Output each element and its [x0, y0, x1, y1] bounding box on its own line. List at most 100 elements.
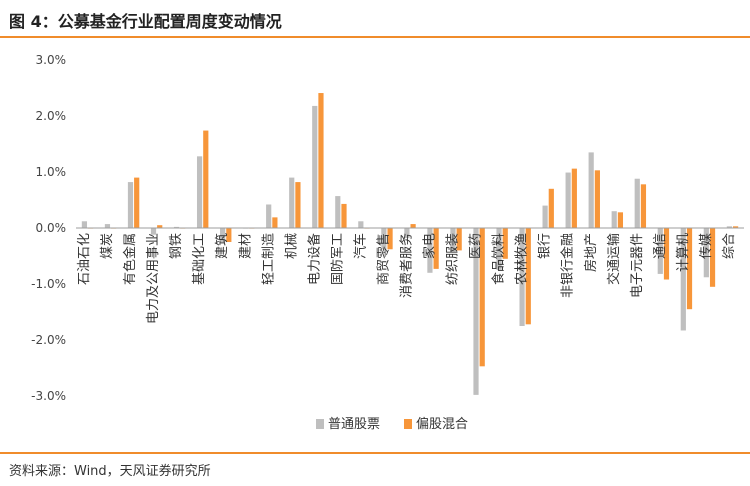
y-tick-label: 1.0%: [36, 165, 67, 179]
bar-hybrid: [387, 228, 393, 250]
bar-hybrid: [732, 226, 739, 228]
bar-hybrid: [617, 212, 624, 228]
y-axis: 3.0% 2.0% 1.0% 0.0% -1.0% -2.0% -3.0%: [31, 53, 66, 403]
bar-ordinary: [427, 228, 433, 273]
bar-hybrid: [479, 228, 485, 367]
y-tick-label: -2.0%: [31, 333, 66, 347]
bar-ordinary: [634, 178, 640, 228]
x-category-label: 电力设备: [306, 233, 322, 285]
x-category-label: 商贸零售: [375, 233, 391, 285]
bar-hybrid: [295, 182, 301, 228]
bar-hybrid: [318, 93, 324, 228]
bars: [81, 93, 739, 395]
bar-ordinary: [289, 177, 295, 228]
x-category-label: 建筑: [214, 233, 230, 259]
x-category-label: 农林牧渔: [515, 233, 530, 285]
bar-hybrid: [525, 228, 531, 325]
bar-ordinary: [381, 228, 387, 250]
footer-divider: [0, 452, 750, 454]
bar-ordinary: [519, 228, 525, 326]
x-category-label: 汽车: [352, 233, 368, 259]
bar-hybrid: [640, 184, 647, 228]
bar-ordinary: [657, 228, 663, 274]
x-category-label: 传媒: [699, 233, 714, 259]
bar-ordinary: [104, 224, 111, 228]
bar-ordinary: [404, 228, 410, 239]
bar-hybrid: [410, 224, 416, 228]
legend-swatch-hybrid: [404, 419, 412, 429]
bar-ordinary: [565, 172, 571, 228]
y-tick-label: 3.0%: [36, 53, 67, 67]
x-category-label: 煤炭: [100, 233, 115, 259]
x-category-label: 医药: [469, 233, 484, 259]
x-category-label: 石油石化: [77, 233, 92, 285]
bar-ordinary: [266, 204, 272, 228]
x-category-label: 非银行金融: [560, 233, 576, 298]
y-tick-label: -3.0%: [31, 389, 66, 403]
bar-hybrid: [709, 228, 716, 287]
x-category-label: 交通运输: [606, 233, 622, 285]
bar-ordinary: [680, 228, 686, 331]
bar-ordinary: [335, 196, 341, 228]
x-category-label: 银行: [538, 233, 553, 259]
bar-ordinary: [726, 226, 732, 228]
x-category-label: 国防军工: [329, 233, 345, 285]
bar-hybrid: [157, 225, 163, 228]
bar-hybrid: [571, 168, 577, 228]
y-tick-label: 2.0%: [36, 109, 67, 123]
x-category-label: 食品饮料: [491, 233, 507, 285]
x-category-label: 通信: [653, 233, 668, 259]
title-divider: [0, 36, 750, 38]
x-category-label: 电力及公用事业: [146, 233, 161, 324]
bar-hybrid: [433, 228, 439, 269]
x-category-label: 有色金属: [122, 233, 138, 285]
bar-ordinary: [150, 228, 157, 235]
bar-hybrid: [548, 188, 554, 228]
chart-title: 图 4：公募基金行业配置周度变动情况: [9, 12, 282, 31]
legend-label-ordinary: 普通股票: [328, 417, 380, 432]
bar-ordinary: [703, 228, 709, 278]
x-axis-labels: 石油石化 煤炭 有色金属 电力及公用事业 钢铁 基础化工 建筑 建材 轻工制造 机械 电力设备 国防军…: [77, 233, 737, 324]
y-tick-label: 0.0%: [36, 221, 67, 235]
bar-ordinary: [127, 182, 134, 228]
y-tick-label: -1.0%: [31, 277, 66, 291]
x-category-label: 建材: [238, 233, 253, 259]
x-category-label: 钢铁: [169, 233, 184, 259]
bar-ordinary: [173, 226, 180, 228]
bar-ordinary: [611, 211, 617, 228]
title-bar: 图 4：公募基金行业配置周度变动情况: [0, 0, 750, 36]
x-category-label: 房地产: [583, 233, 599, 272]
x-category-label: 综合: [722, 233, 737, 259]
industry-allocation-chart: 3.0% 2.0% 1.0% 0.0% -1.0% -2.0% -3.0% 石油石化 煤炭 有色…: [31, 53, 744, 432]
x-category-label: 基础化工: [192, 233, 207, 285]
bar-ordinary: [358, 221, 364, 228]
legend-swatch-ordinary: [316, 419, 324, 429]
bar-hybrid: [456, 228, 462, 251]
bar-ordinary: [450, 228, 456, 252]
bar-ordinary: [196, 156, 203, 228]
bar-hybrid: [341, 203, 347, 228]
x-category-label: 纺织服装: [446, 233, 461, 285]
x-category-label: 轻工制造: [261, 233, 276, 285]
bar-hybrid: [272, 217, 278, 228]
bar-ordinary: [81, 221, 88, 228]
bar-ordinary: [588, 152, 594, 228]
x-category-label: 计算机: [676, 233, 691, 272]
bar-ordinary: [220, 228, 226, 242]
bar-ordinary: [542, 205, 548, 228]
legend-label-hybrid: 偏股混合: [416, 417, 468, 432]
bar-hybrid: [226, 228, 232, 242]
bar-hybrid: [663, 228, 670, 280]
bar-ordinary: [312, 105, 318, 228]
x-category-label: 家电: [422, 233, 438, 259]
legend: 普通股票 偏股混合: [316, 417, 468, 432]
bar-hybrid: [502, 228, 508, 259]
x-category-label: 消费者服务: [399, 233, 415, 298]
bar-ordinary: [473, 228, 479, 395]
source-note: 资料来源：Wind，天风证券研究所: [9, 464, 211, 479]
bar-hybrid: [203, 130, 209, 228]
x-category-label: 电子元器件: [630, 233, 645, 298]
bar-ordinary: [496, 228, 502, 270]
bar-hybrid: [134, 177, 140, 228]
bar-hybrid: [594, 170, 600, 228]
